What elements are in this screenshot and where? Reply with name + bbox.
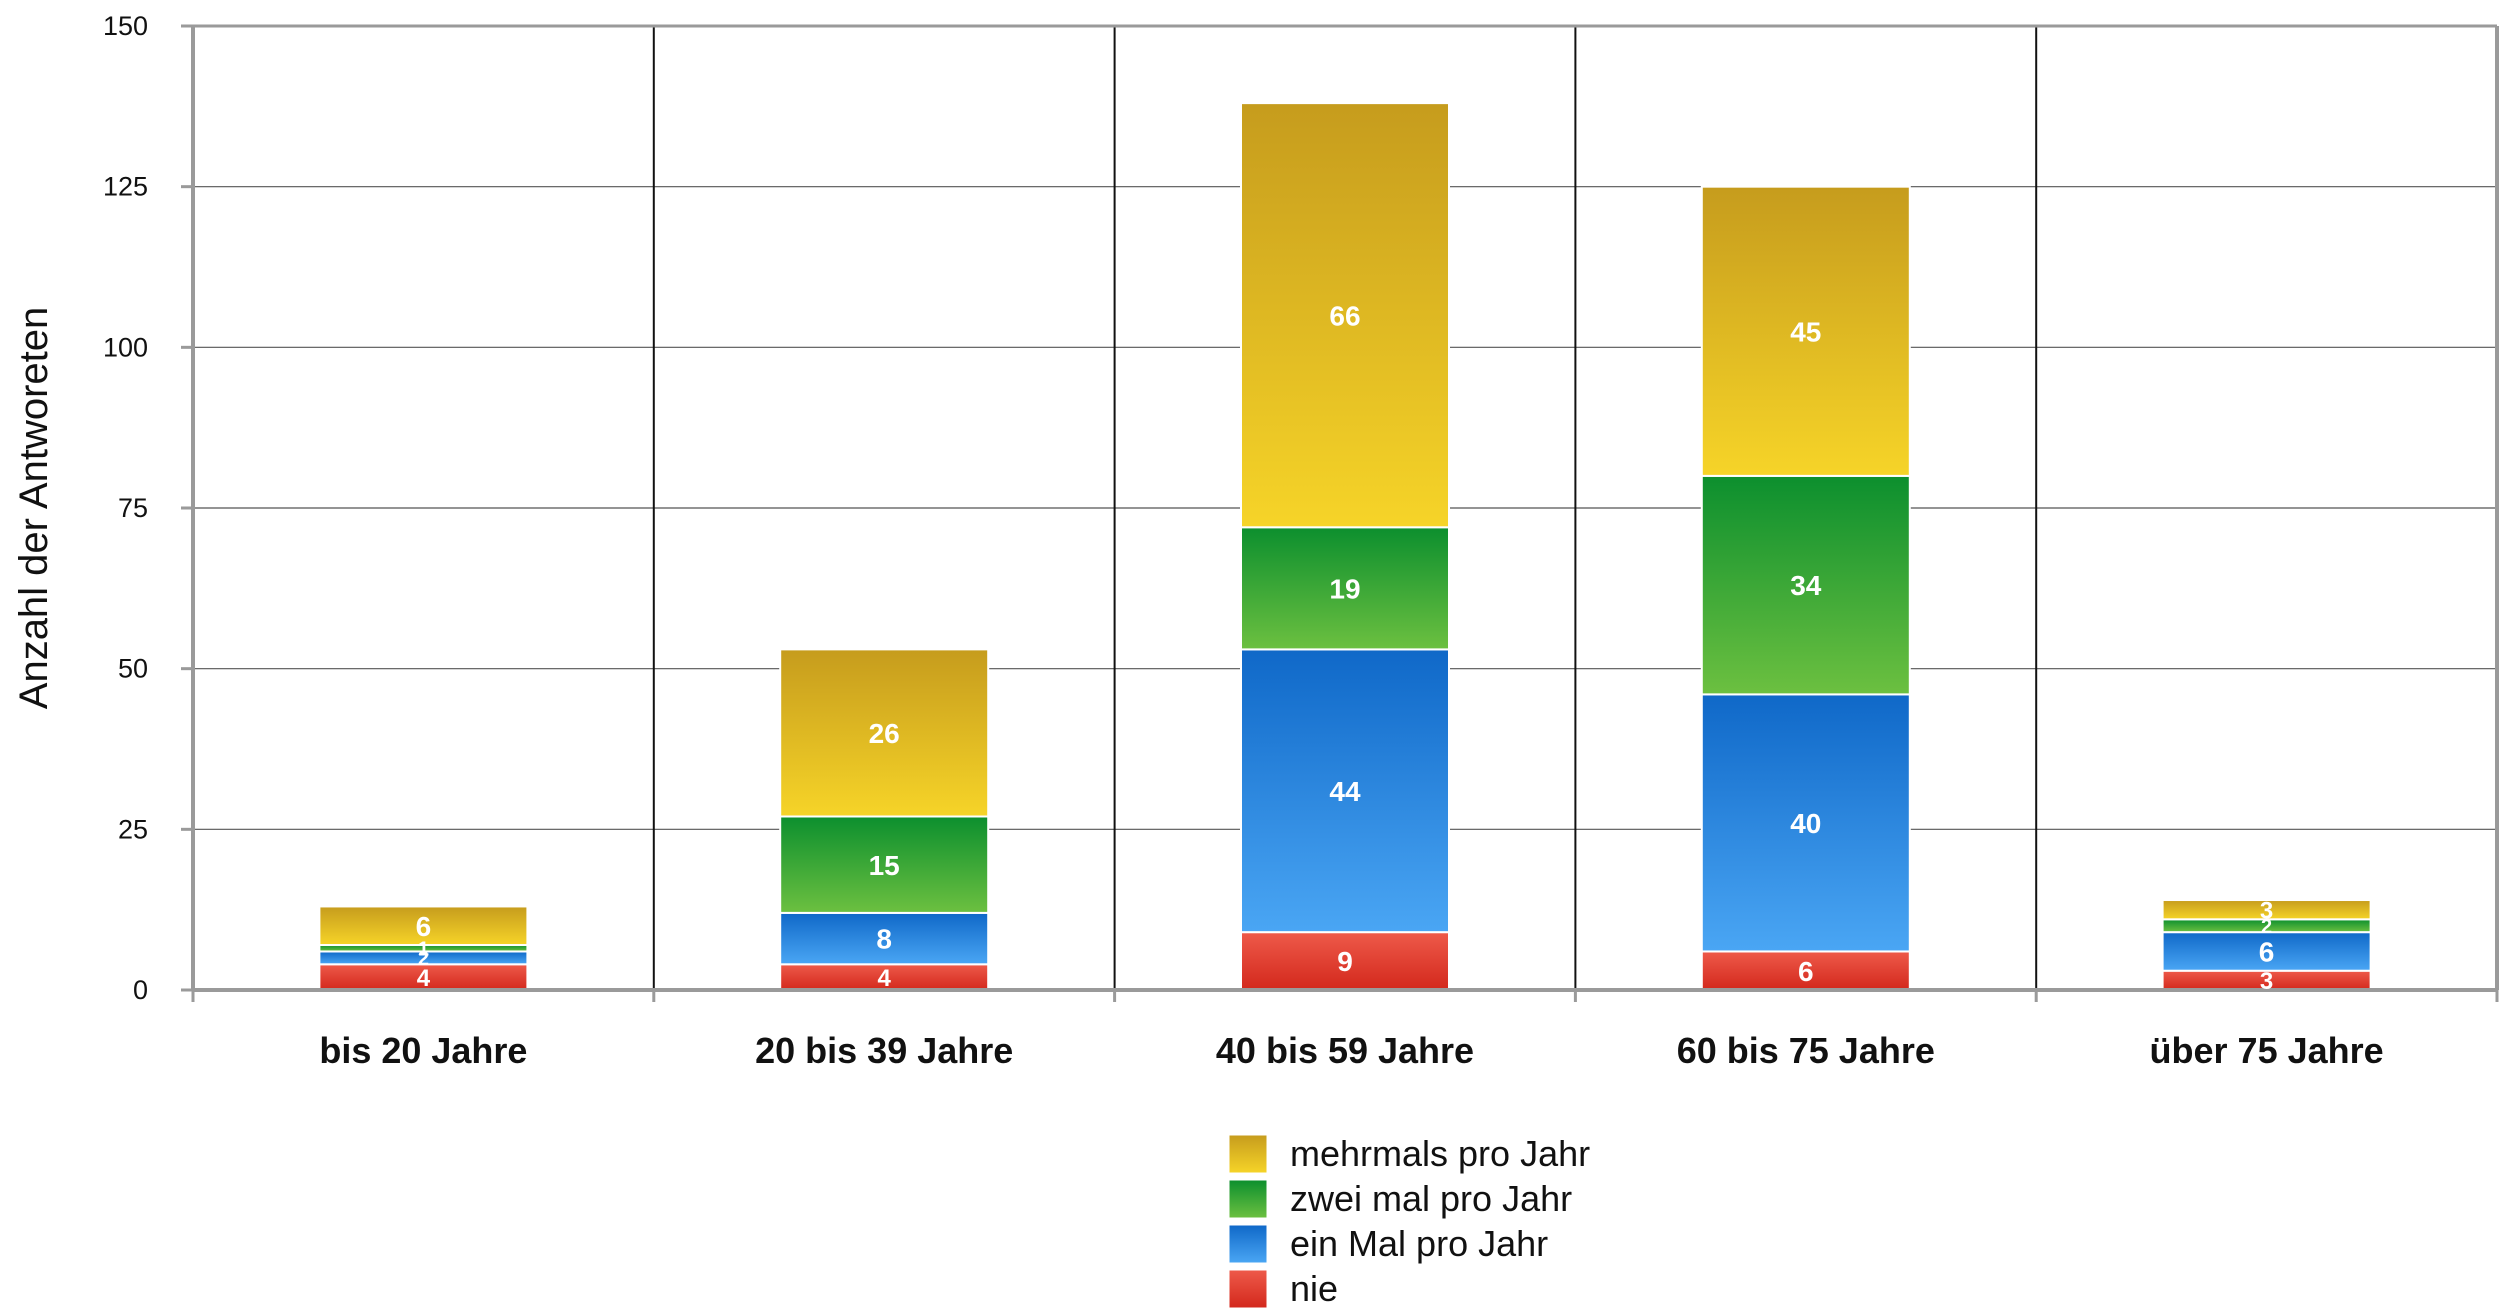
category-label: 60 bis 75 Jahre [1677,1030,1935,1071]
bar-segment [2161,931,2372,972]
legend-entry: ein Mal pro Jahr [1290,1223,1548,1264]
axes [181,24,2499,1002]
y-axis-label: Anzahl der Antworeten [12,307,56,709]
legend-swatch [1228,1134,1268,1174]
data-label: 15 [869,850,900,881]
data-label: 6 [1798,956,1814,987]
y-tick-label: 125 [103,172,148,202]
data-label: 4 [878,965,892,992]
y-tick-label: 75 [118,493,148,523]
bar-segment [318,963,529,992]
category-label: über 75 Jahre [2150,1030,2384,1071]
data-label: 2 [418,948,429,970]
legend-entry: mehrmals pro Jahr [1290,1133,1590,1174]
bar-segment [318,905,529,947]
bar-segment [2161,899,2372,921]
bar-segment [1700,693,1911,953]
data-label: 3 [2260,968,2273,995]
bar-segment [779,963,990,992]
category-label: bis 20 Jahre [319,1030,527,1071]
data-label: 9 [1337,946,1353,977]
bar-segment [1240,102,1450,529]
y-tick-label: 0 [133,975,148,1005]
data-label: 40 [1790,808,1821,839]
legend-entry: nie [1290,1268,1338,1309]
bar-segment [1240,648,1450,934]
data-label: 66 [1329,300,1360,331]
legend-swatch [1228,1224,1268,1264]
data-label: 1 [418,938,429,960]
data-label: 4 [417,965,431,992]
bar-segment [779,911,990,966]
data-label: 19 [1329,573,1360,604]
y-tick-label: 50 [118,654,148,684]
bar-segment [779,815,990,914]
data-label: 34 [1790,570,1822,601]
category-label: 40 bis 59 Jahre [1216,1030,1474,1071]
data-label: 2 [2261,916,2272,938]
data-label: 26 [869,718,900,749]
legend-swatch [1228,1269,1268,1309]
data-label: 6 [2259,937,2275,968]
data-label: 44 [1329,776,1361,807]
bar-segment [1240,526,1450,651]
bars [318,102,2372,992]
y-tick-label: 150 [103,11,148,41]
category-label: 20 bis 39 Jahre [755,1030,1013,1071]
bar-segment [1700,474,1911,696]
y-tick-label: 25 [118,814,148,844]
bar-segment [779,648,990,818]
y-tick-label: 100 [103,332,148,362]
legend-entry: zwei mal pro Jahr [1290,1178,1572,1219]
legend-swatch [1228,1179,1268,1219]
data-label: 45 [1790,316,1821,347]
bar-segment [1700,185,1911,477]
data-label: 3 [2260,897,2273,924]
data-label: 8 [876,924,892,955]
data-label: 6 [416,911,432,942]
